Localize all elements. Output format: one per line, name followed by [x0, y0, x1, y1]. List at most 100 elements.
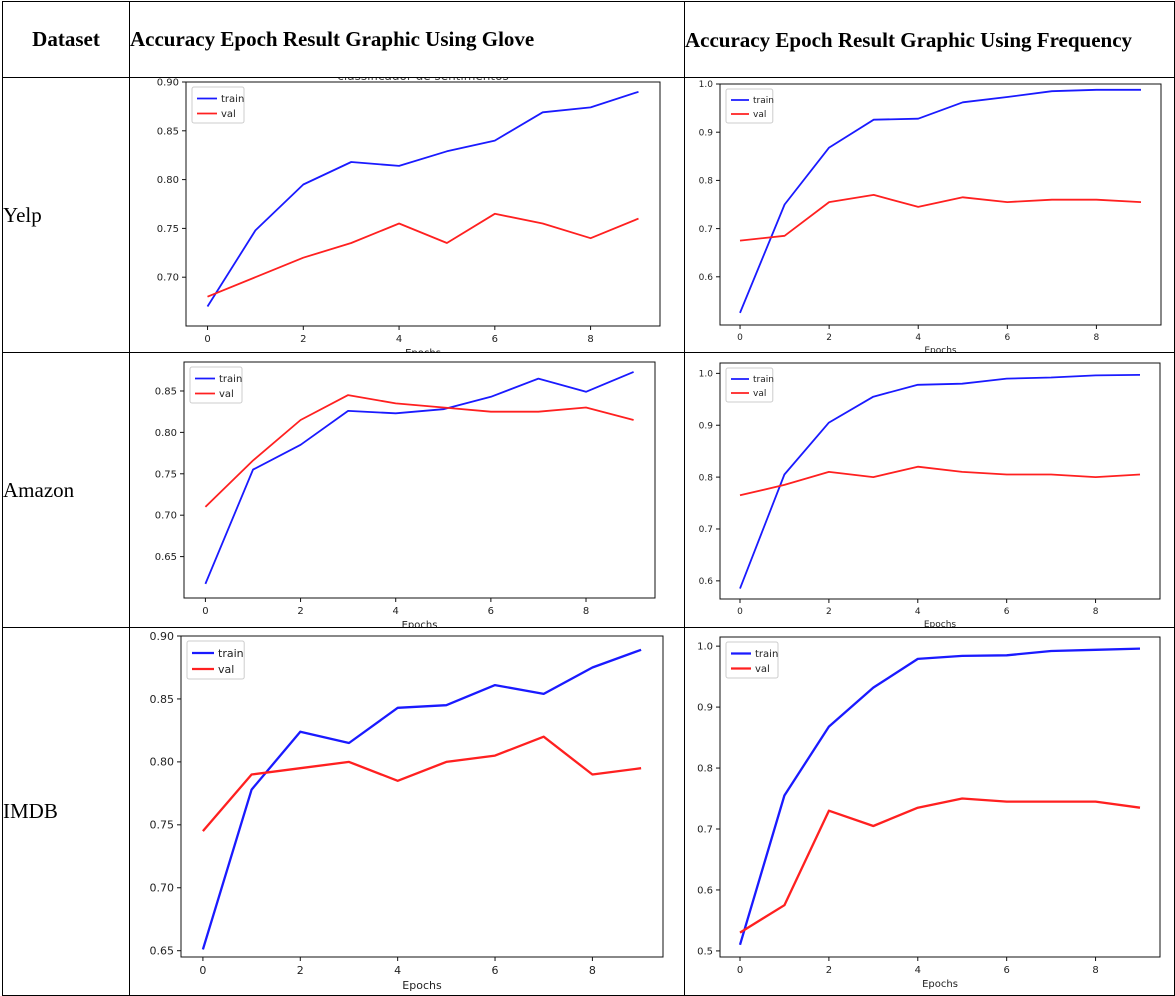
amazon-frequency-xtick-label: 6 [1004, 607, 1010, 617]
imdb-glove-axes-frame [181, 636, 663, 957]
amazon-frequency-series-train [740, 375, 1140, 589]
yelp-glove-xtick-label: 0 [204, 334, 210, 345]
imdb-frequency-xtick-label: 2 [826, 965, 832, 976]
yelp-glove-legend [192, 87, 244, 123]
yelp-glove-series-val [208, 214, 639, 297]
yelp-frequency-xtick-label: 6 [1004, 333, 1010, 343]
imdb-frequency-legend-label-val: val [755, 664, 770, 675]
row-imdb: IMDB 0.65 0.70 0.75 0.80 0.85 0.90 0 2 4 6 8 Epochs… [3, 628, 1175, 996]
imdb-frequency-ytick-label: 1.0 [697, 642, 713, 653]
imdb-frequency-ytick-label: 0.8 [697, 764, 713, 775]
imdb-glove-xtick-label: 2 [297, 964, 304, 977]
row-yelp: Yelp classificador de sentimentos0.700.7… [3, 78, 1175, 353]
imdb-glove-ytick-label: 0.90 [150, 630, 175, 643]
amazon-frequency-ytick-label: 0.6 [699, 577, 714, 587]
imdb-frequency-xtick-label: 8 [1092, 965, 1098, 976]
yelp-glove-legend-label-train: train [221, 94, 244, 105]
imdb-frequency-ytick-label: 0.6 [697, 885, 713, 896]
imdb-glove-xtick-label: 6 [492, 964, 499, 977]
imdb-frequency-axes-frame [720, 637, 1160, 957]
imdb-glove-ytick-label: 0.75 [150, 819, 175, 832]
imdb-frequency-xlabel: Epochs [922, 979, 958, 990]
amazon-glove-ytick-label: 0.85 [155, 386, 177, 397]
amazon-glove-xtick-label: 2 [297, 606, 303, 617]
yelp-glove-ytick-label: 0.85 [157, 126, 179, 137]
imdb-glove-series-val [203, 737, 641, 831]
imdb-glove-ytick-label: 0.85 [150, 693, 175, 706]
imdb-frequency-ytick-label: 0.5 [697, 946, 713, 957]
imdb-frequency-series-val [740, 799, 1140, 933]
header-frequency: Accuracy Epoch Result Graphic Using Freq… [685, 2, 1175, 78]
yelp-frequency-legend-label-train: train [753, 96, 774, 106]
yelp-frequency-legend-label-val: val [753, 110, 766, 120]
amazon-frequency-ytick-label: 1.0 [699, 370, 714, 380]
dataset-name-yelp: Yelp [3, 78, 130, 353]
yelp-frequency-ytick-label: 0.9 [699, 128, 714, 138]
amazon-frequency-ytick-label: 0.8 [699, 473, 714, 483]
yelp-glove-series-train [208, 92, 639, 307]
amazon-frequency-xtick-label: 8 [1093, 607, 1099, 617]
imdb-glove-xtick-label: 0 [199, 964, 206, 977]
yelp-frequency-ytick-label: 0.6 [699, 273, 714, 283]
amazon-frequency-legend-label-val: val [753, 389, 766, 399]
amazon-frequency-xtick-label: 0 [737, 607, 743, 617]
header-row: Dataset Accuracy Epoch Result Graphic Us… [3, 2, 1175, 78]
dataset-name-amazon: Amazon [3, 353, 130, 628]
yelp-glove-ytick-label: 0.80 [157, 175, 179, 186]
amazon-glove-xtick-label: 6 [488, 606, 494, 617]
yelp-glove-xtick-label: 2 [300, 334, 306, 345]
amazon-frequency-series-val [740, 467, 1140, 496]
imdb-frequency-ytick-label: 0.9 [697, 703, 713, 714]
header-dataset: Dataset [3, 2, 130, 78]
amazon-frequency-xtick-label: 2 [826, 607, 832, 617]
yelp-frequency-ytick-label: 0.8 [699, 177, 714, 187]
imdb-frequency-ytick-label: 0.7 [697, 825, 713, 836]
cell-yelp-glove: classificador de sentimentos0.700.750.80… [130, 78, 685, 353]
yelp-frequency-xlabel: Epochs [924, 346, 957, 352]
yelp-frequency-series-val [740, 195, 1141, 241]
imdb-frequency-legend [726, 642, 778, 678]
amazon-glove-xtick-label: 0 [202, 606, 208, 617]
amazon-glove-xlabel: Epochs [402, 620, 438, 627]
amazon-glove-axes-frame [184, 362, 655, 598]
dataset-name-imdb: IMDB [3, 628, 130, 996]
imdb-frequency-xtick-label: 6 [1003, 965, 1009, 976]
chart-yelp-glove: classificador de sentimentos0.700.750.80… [130, 78, 684, 352]
imdb-glove-ytick-label: 0.80 [150, 756, 175, 769]
imdb-glove-xlabel: Epochs [402, 979, 442, 992]
yelp-frequency-xtick-label: 2 [826, 333, 832, 343]
imdb-frequency-legend-label-train: train [755, 649, 778, 660]
imdb-glove-legend-label-val: val [218, 663, 234, 676]
yelp-frequency-xtick-label: 0 [737, 333, 743, 343]
yelp-frequency-xtick-label: 8 [1094, 333, 1100, 343]
yelp-glove-xtick-label: 4 [396, 334, 402, 345]
amazon-glove-ytick-label: 0.70 [155, 511, 177, 522]
amazon-glove-xtick-label: 8 [583, 606, 589, 617]
yelp-glove-legend-label-val: val [221, 109, 236, 120]
imdb-glove-xtick-label: 8 [589, 964, 596, 977]
yelp-frequency-xtick-label: 4 [915, 333, 921, 343]
imdb-glove-xtick-label: 4 [394, 964, 401, 977]
amazon-glove-legend-label-val: val [219, 389, 234, 400]
yelp-glove-ytick-label: 0.70 [157, 273, 179, 284]
yelp-glove-xtick-label: 8 [587, 334, 593, 345]
yelp-frequency-axes-frame [720, 84, 1161, 325]
imdb-glove-ytick-label: 0.70 [150, 882, 175, 895]
yelp-glove-xtick-label: 6 [492, 334, 498, 345]
imdb-glove-ytick-label: 0.65 [150, 945, 175, 958]
amazon-frequency-axes-frame [720, 363, 1160, 599]
amazon-glove-legend-label-train: train [219, 374, 242, 385]
yelp-frequency-ytick-label: 0.7 [699, 225, 713, 235]
yelp-glove-ytick-label: 0.75 [157, 224, 179, 235]
